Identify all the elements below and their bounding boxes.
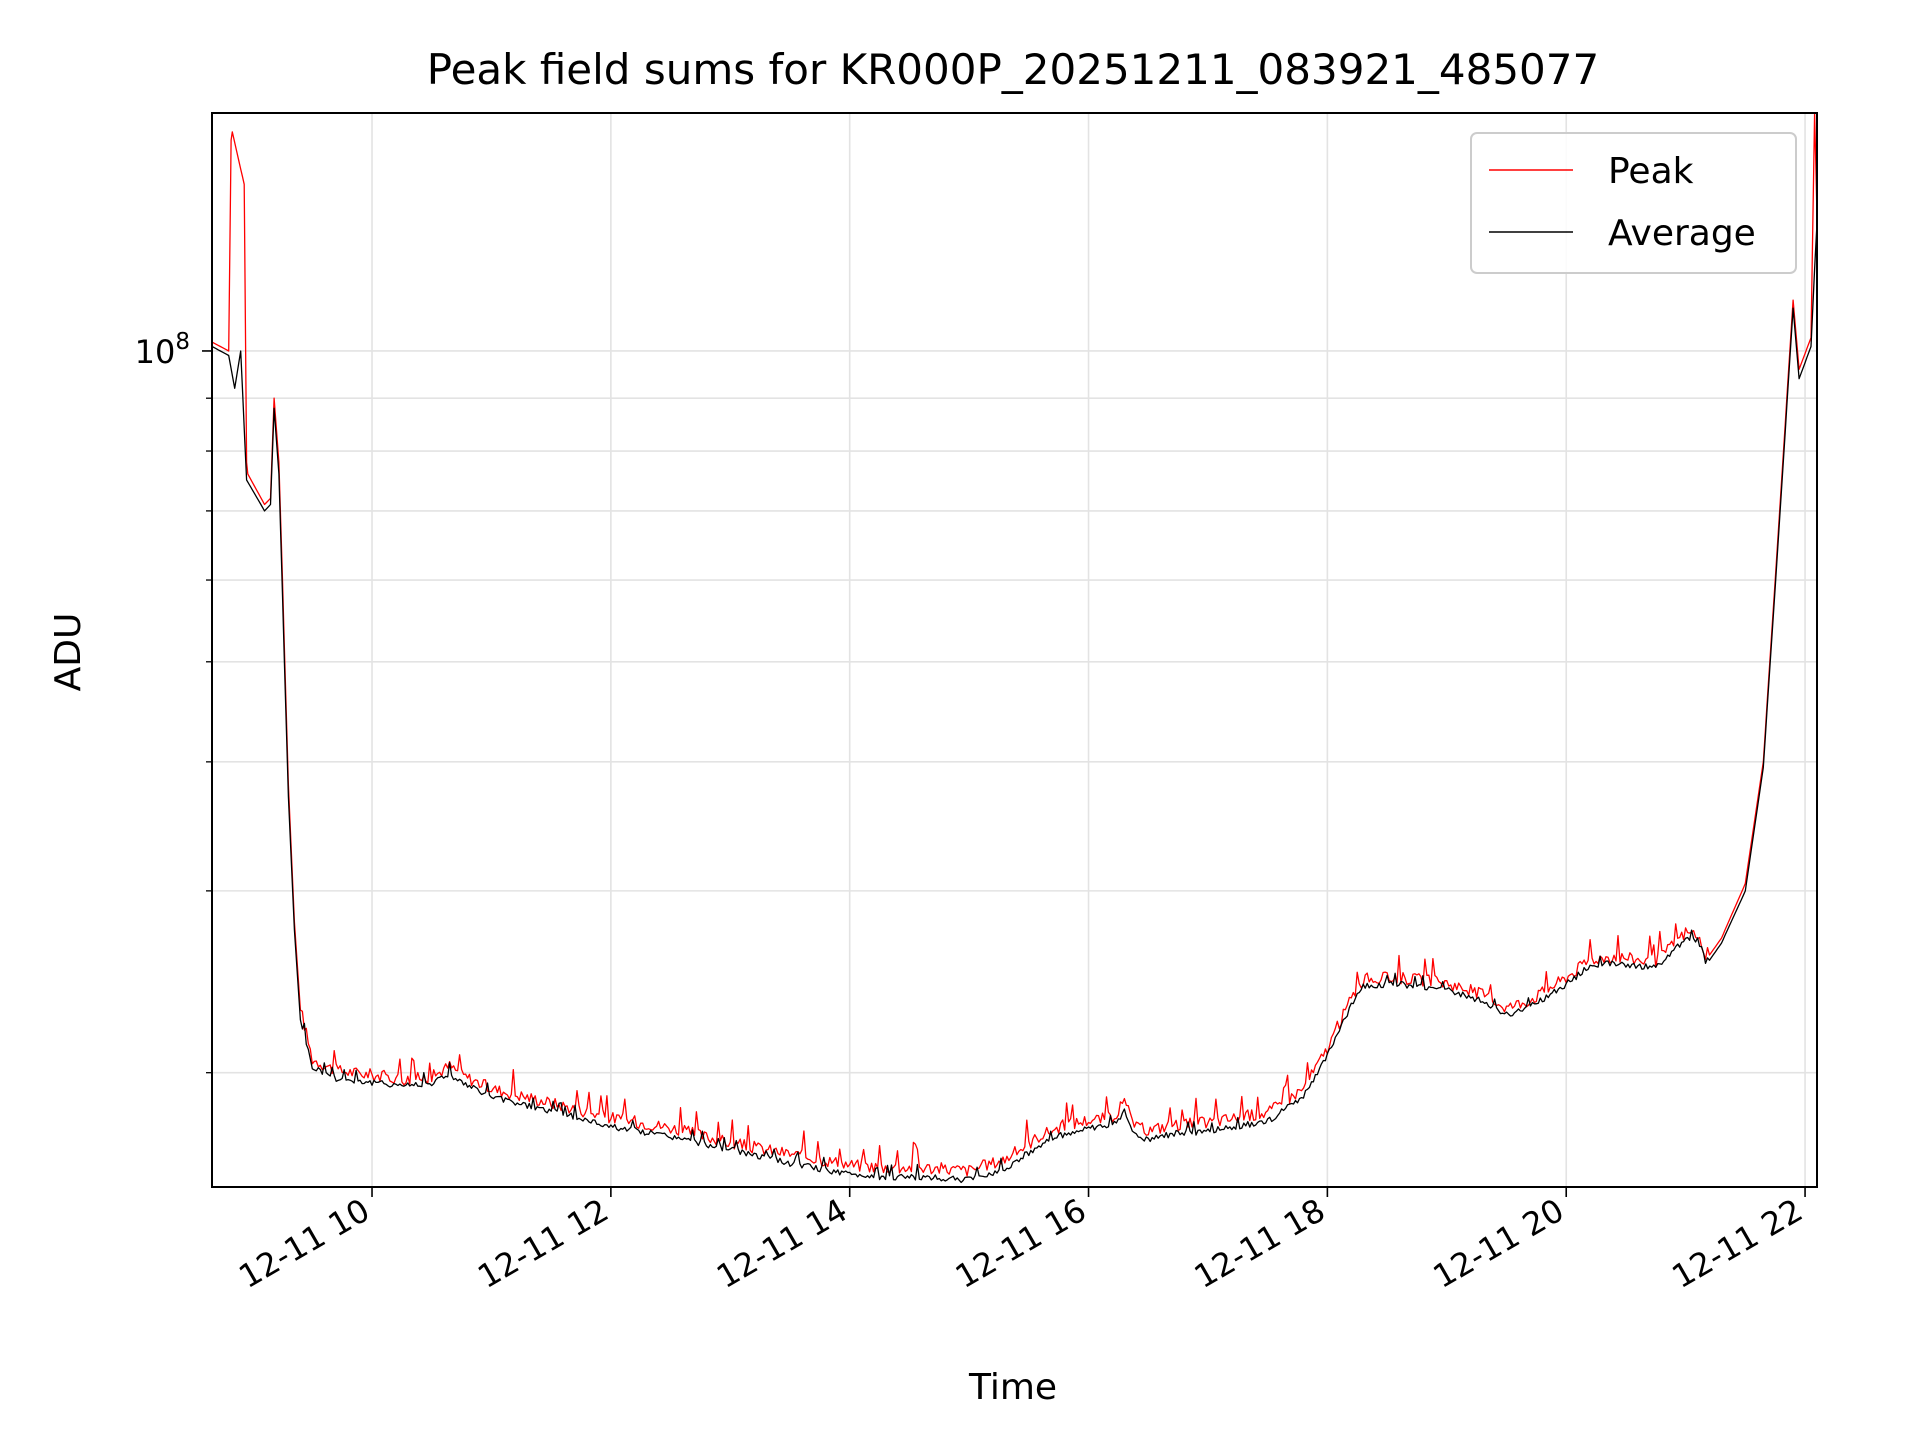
y-tick-label: 108 xyxy=(135,329,190,371)
chart-title: Peak field sums for KR000P_20251211_0839… xyxy=(427,45,1599,94)
legend-label-peak: Peak xyxy=(1608,151,1694,192)
series-layer xyxy=(211,112,1818,1184)
series-line-average xyxy=(211,223,1818,1184)
x-axis-label: Time xyxy=(968,1367,1057,1408)
y-axis-label: ADU xyxy=(48,613,89,692)
plot-frame xyxy=(211,112,1818,1188)
legend: Peak Average xyxy=(1470,132,1797,274)
legend-box xyxy=(1470,132,1797,274)
y-tick-label-exponent: 8 xyxy=(175,329,190,355)
legend-label-average: Average xyxy=(1608,213,1756,254)
y-tick-label-base: 10 xyxy=(135,333,176,371)
grid-lines xyxy=(212,113,1817,1187)
series-line-peak xyxy=(211,112,1818,1177)
